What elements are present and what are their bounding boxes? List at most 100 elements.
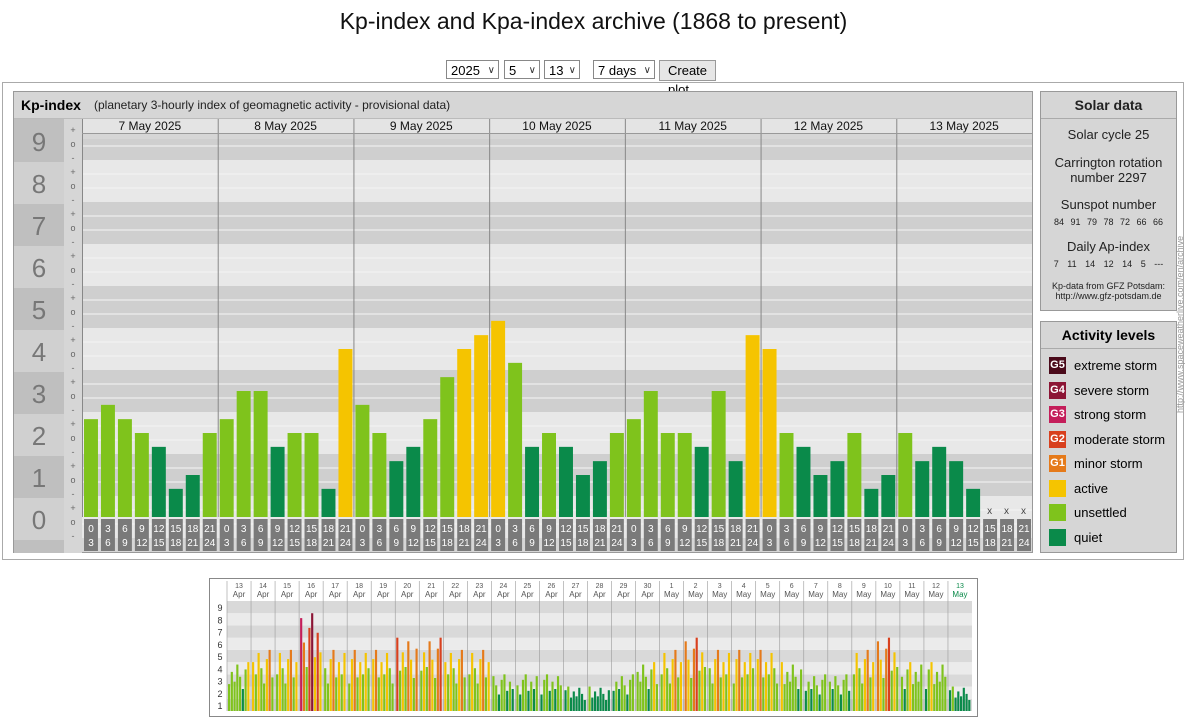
interval-start: 6 (801, 524, 807, 535)
kp-bar (813, 475, 828, 517)
interval-end: 6 (377, 538, 383, 549)
overview-bar (941, 664, 944, 711)
overview-bar (519, 694, 522, 711)
overview-bar (575, 696, 578, 711)
kp-chart: 0 + o - 1 + o - 2 + o - 3 + o - 4 + o - 5 + o - 6 + o - 7 + o - 8 + o - 9 + o -… (14, 119, 1032, 553)
overview-bar (326, 683, 330, 711)
interval-start: 15 (306, 524, 318, 535)
overview-bar (503, 674, 506, 711)
interval-start: 12 (968, 524, 980, 535)
day-select[interactable]: 13 ∨ (544, 60, 580, 79)
overview-bar (241, 689, 244, 711)
overview-month: May (784, 590, 799, 599)
overview-bar (556, 676, 560, 711)
overview-bar (572, 691, 575, 711)
create-plot-button[interactable]: Create plot (659, 60, 717, 97)
overview-y-tick: 6 (217, 640, 222, 650)
overview-day: 12 (932, 583, 940, 590)
sunspot-value: 78 (1103, 217, 1120, 227)
overview-bar (896, 667, 899, 711)
legend-swatch (1049, 479, 1066, 497)
interval-cell (474, 519, 489, 551)
y-subtick-label: + (70, 209, 75, 219)
legend-item: G2 moderate storm (1049, 430, 1174, 449)
y-tick-label: 5 (32, 295, 46, 325)
overview-bar (831, 689, 834, 711)
kp-bar (355, 404, 370, 517)
interval-start: 3 (105, 524, 111, 535)
overview-bar (295, 662, 298, 711)
overview-bar (855, 652, 858, 711)
interval-start: 6 (394, 524, 400, 535)
day-label: 12 May 2025 (794, 119, 864, 133)
year-select[interactable]: 2025 ∨ (446, 60, 499, 79)
y-subtick-label: - (72, 405, 75, 415)
overview-bar (903, 689, 906, 711)
ap-value: 14 (1085, 259, 1104, 269)
interval-start: 15 (442, 524, 454, 535)
overview-day: 11 (908, 583, 915, 590)
overview-bar (762, 677, 765, 711)
overview-bar (458, 659, 461, 711)
y-subtick-label: - (72, 531, 75, 541)
month-value: 5 (509, 63, 517, 78)
overview-bar (247, 662, 250, 711)
interval-end: 15 (153, 538, 165, 549)
overview-month: Apr (425, 590, 438, 599)
overview-bar (254, 674, 257, 711)
overview-bar (583, 700, 586, 711)
overview-bar (404, 667, 407, 711)
overview-bar (935, 671, 939, 711)
interval-end: 9 (936, 538, 942, 549)
overview-month: May (808, 590, 823, 599)
interval-end: 15 (289, 538, 301, 549)
interval-cell (983, 519, 998, 551)
overview-bar (890, 670, 893, 711)
y-tick-label: 7 (32, 211, 46, 241)
interval-end: 9 (801, 538, 807, 549)
overview-bar (938, 681, 941, 711)
overview-bar (449, 652, 452, 711)
overview-bar (276, 674, 279, 711)
month-select[interactable]: 5 ∨ (504, 60, 540, 79)
kp-bar (423, 419, 438, 517)
y-subtick-label: o (70, 181, 75, 191)
interval-cell (117, 519, 132, 551)
kp-bar (84, 419, 98, 517)
overview-bar (848, 690, 851, 711)
overview-bar (551, 681, 554, 711)
watermark: http://www.spaceweatherlive.com/en/archi… (1175, 235, 1185, 413)
overview-bar (767, 674, 770, 711)
kp-bar (830, 461, 845, 517)
interval-cell (677, 519, 692, 551)
carrington-line-1: Carrington rotation (1054, 155, 1163, 170)
interval-cell (338, 519, 353, 551)
overview-bar (911, 684, 915, 711)
kp-bar (270, 446, 285, 517)
overview-bar (388, 668, 391, 711)
overview-bar (738, 649, 741, 711)
overview-bar (559, 685, 562, 711)
interval-cell (779, 519, 794, 551)
interval-start: 9 (682, 524, 688, 535)
overview-bar (794, 676, 797, 711)
kp-bar (711, 391, 726, 517)
overview-bar (308, 627, 311, 711)
overview-bar (824, 674, 827, 711)
y-axis-subcolumn (64, 119, 82, 553)
sunspot-value: 84 (1053, 217, 1071, 227)
overview-bar (927, 669, 930, 711)
overview-bar (287, 659, 290, 711)
overview-y-tick: 8 (217, 615, 222, 625)
overview-day: 20 (403, 583, 411, 590)
overview-bar (508, 681, 512, 711)
sunspot-value: 79 (1086, 217, 1104, 227)
range-select[interactable]: 7 days ∨ (593, 60, 655, 79)
y-tick-label: 0 (32, 505, 46, 535)
interval-end: 24 (340, 538, 352, 549)
overview-bar (545, 674, 549, 711)
kp-bar (881, 475, 896, 517)
kp-bar (168, 488, 183, 517)
overview-bar (711, 683, 714, 711)
overview-thumbnail[interactable]: 1 2 3 4 5 6 7 8 9 13 Apr 14 Apr 15 Apr 16 Apr 17 Apr 18 Apr 1… (209, 578, 978, 717)
